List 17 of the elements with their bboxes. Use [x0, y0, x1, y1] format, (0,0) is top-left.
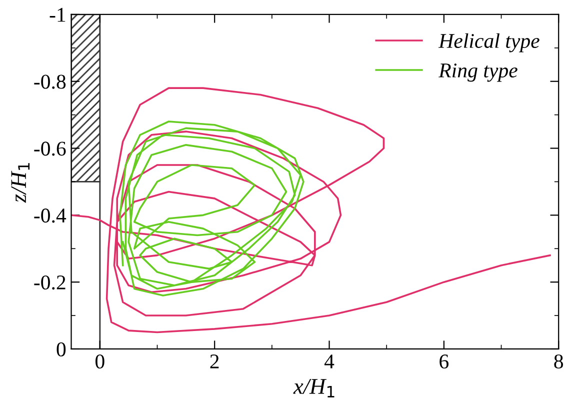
x-tick-label: 2: [210, 354, 219, 368]
y-tick-label: 0: [56, 342, 66, 356]
y-tick-label: -0.4: [34, 208, 66, 223]
legend-label: Ring type: [438, 63, 518, 82]
y-tick-label: -0.8: [34, 74, 66, 89]
y-tick-label: -0.2: [34, 275, 66, 290]
x-tick-label: 6: [440, 354, 449, 369]
x-tick-label: 4: [324, 354, 334, 368]
legend-label: Helical type: [438, 33, 540, 52]
x-axis-title: x/H$_{1}$: [293, 379, 334, 398]
y-tick-label: -1: [50, 8, 66, 22]
y-tick-label: -0.6: [34, 142, 66, 156]
x-tick-label: 0: [96, 354, 104, 369]
line-series: [71, 87, 551, 334]
x-tick-label: 8: [554, 354, 564, 369]
line-series: [119, 120, 304, 296]
y-axis-title: z/H$_{1}$: [11, 163, 30, 203]
